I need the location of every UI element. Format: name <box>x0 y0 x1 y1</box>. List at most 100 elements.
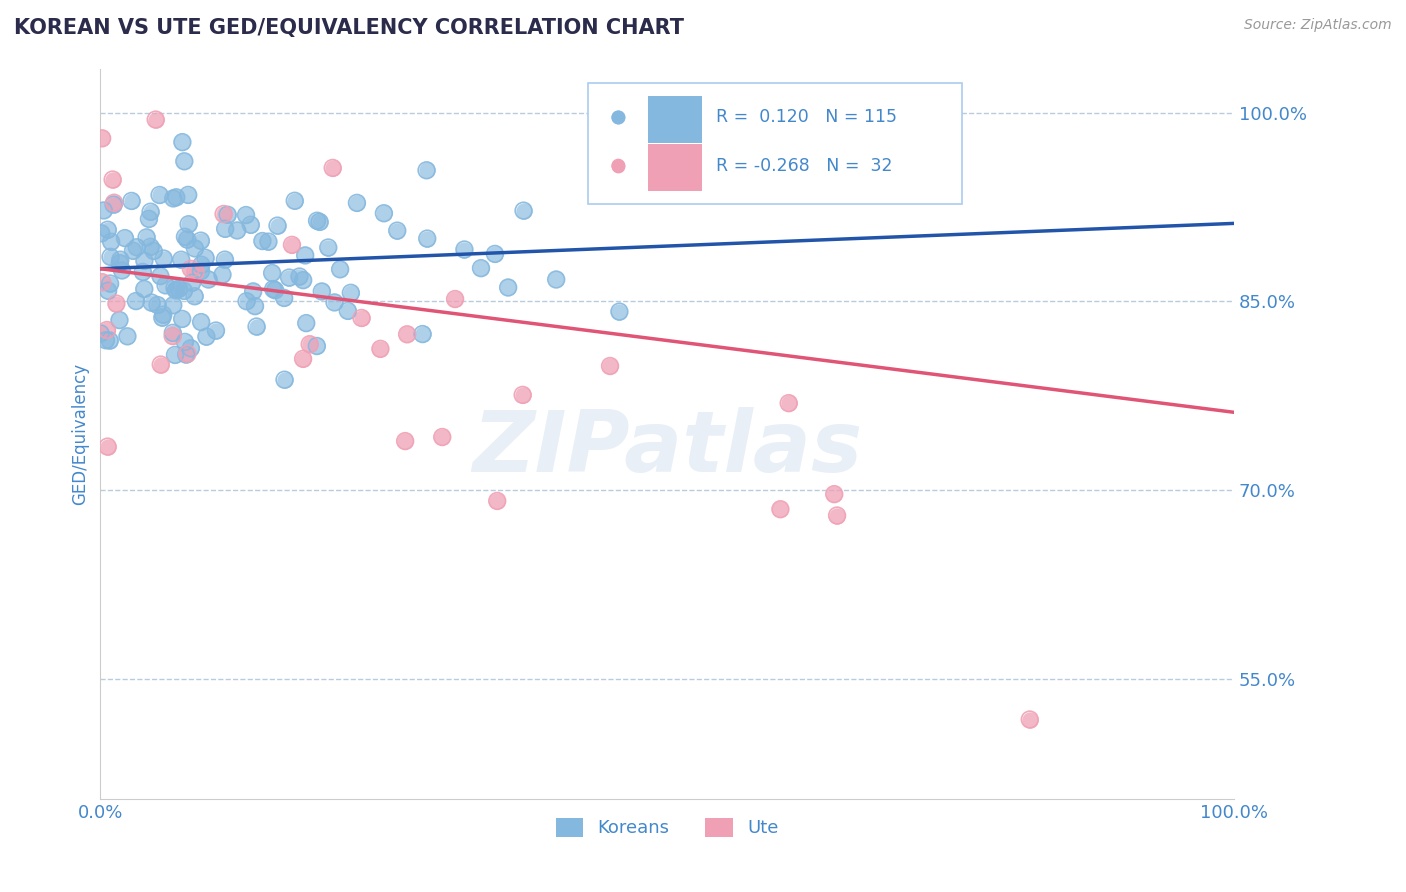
Point <box>152 308 174 322</box>
Point <box>214 222 236 236</box>
Point <box>149 358 172 372</box>
Point <box>90 326 112 341</box>
Point <box>172 312 194 326</box>
Point <box>235 208 257 222</box>
Point <box>114 231 136 245</box>
Point <box>194 251 217 265</box>
Point <box>114 231 136 245</box>
Point <box>212 207 235 221</box>
Point <box>311 285 333 299</box>
Point <box>190 234 212 248</box>
Point <box>607 273 630 287</box>
Point <box>769 502 792 516</box>
Point <box>174 229 197 244</box>
Point <box>96 323 118 337</box>
Text: R = -0.268   N =  32: R = -0.268 N = 32 <box>716 157 893 175</box>
Point <box>387 224 409 238</box>
Point <box>262 266 284 280</box>
Point <box>823 487 845 501</box>
Point <box>350 310 373 325</box>
Point <box>336 304 359 318</box>
Point <box>155 278 177 293</box>
Point <box>239 218 262 232</box>
Point <box>190 264 212 278</box>
Point <box>778 396 800 410</box>
Point <box>180 261 202 276</box>
Point <box>98 277 121 291</box>
Point <box>98 334 121 348</box>
Point <box>346 195 368 210</box>
Point <box>162 326 184 340</box>
Point <box>148 188 170 202</box>
Point <box>101 172 124 186</box>
Point <box>134 253 156 268</box>
Point <box>91 131 114 145</box>
Point <box>308 215 330 229</box>
Point <box>599 359 621 373</box>
Point <box>278 270 301 285</box>
Text: ZIPatlas: ZIPatlas <box>472 407 862 490</box>
Point <box>214 252 236 267</box>
Point <box>145 112 167 127</box>
Point <box>90 227 112 241</box>
Point <box>546 272 568 286</box>
Point <box>195 329 218 343</box>
Point <box>103 197 125 211</box>
Point <box>162 329 184 343</box>
Point <box>174 347 197 361</box>
Point <box>266 219 288 233</box>
Point <box>484 247 506 261</box>
Point <box>273 291 295 305</box>
Point <box>134 282 156 296</box>
Point <box>146 298 169 312</box>
Point <box>142 244 165 258</box>
Point <box>132 265 155 279</box>
Point <box>98 277 121 291</box>
Point <box>97 440 120 454</box>
Point <box>100 250 122 264</box>
Point <box>292 351 315 366</box>
Point <box>305 339 328 353</box>
Point <box>148 188 170 202</box>
Point <box>387 224 409 238</box>
Point <box>512 203 534 218</box>
Point <box>103 195 125 210</box>
Point <box>101 172 124 186</box>
Point <box>243 299 266 313</box>
Point <box>195 329 218 343</box>
Point <box>825 508 848 523</box>
Point <box>243 299 266 313</box>
Point <box>108 313 131 327</box>
Point <box>609 304 631 318</box>
Point <box>111 263 134 277</box>
Point <box>105 296 128 310</box>
Point <box>239 218 262 232</box>
Point <box>139 240 162 254</box>
Point <box>370 342 392 356</box>
Point <box>266 219 288 233</box>
Point <box>1018 713 1040 727</box>
Point <box>108 313 131 327</box>
Point <box>139 204 162 219</box>
Point <box>111 263 134 277</box>
Point <box>138 211 160 226</box>
Text: R =  0.120   N = 115: R = 0.120 N = 115 <box>716 109 897 127</box>
Point <box>262 282 284 296</box>
Point <box>162 298 184 312</box>
Point <box>145 112 167 127</box>
Point <box>496 280 519 294</box>
FancyBboxPatch shape <box>648 144 702 191</box>
Point <box>121 194 143 208</box>
Point <box>150 310 173 325</box>
Point <box>323 295 346 310</box>
Point <box>125 294 148 309</box>
Point <box>138 211 160 226</box>
Point <box>181 276 204 290</box>
Point <box>117 329 139 343</box>
Point <box>162 329 184 343</box>
Point <box>167 282 190 296</box>
Point <box>394 434 416 448</box>
Point <box>173 154 195 169</box>
Point <box>322 161 344 175</box>
Point <box>599 359 621 373</box>
